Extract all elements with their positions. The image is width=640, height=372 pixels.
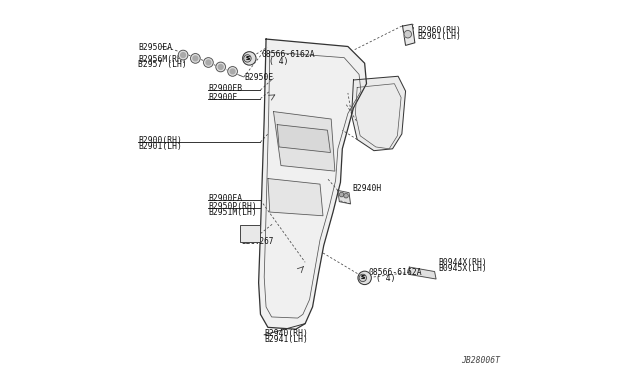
Text: B2900(RH): B2900(RH)	[138, 136, 182, 145]
Text: B2956M(RH): B2956M(RH)	[138, 55, 188, 64]
Text: S: S	[360, 275, 365, 280]
Text: B2950P(RH): B2950P(RH)	[209, 202, 257, 211]
Text: ( 4): ( 4)	[269, 57, 289, 65]
Circle shape	[339, 192, 344, 197]
Text: B2900FA: B2900FA	[209, 194, 243, 203]
Polygon shape	[351, 76, 406, 151]
Circle shape	[206, 60, 211, 65]
Circle shape	[244, 55, 251, 62]
Text: B2961(LH): B2961(LH)	[417, 32, 461, 41]
Circle shape	[204, 58, 213, 67]
Polygon shape	[273, 112, 335, 171]
Circle shape	[243, 52, 256, 65]
Text: B2941(LH): B2941(LH)	[264, 335, 308, 344]
Polygon shape	[268, 179, 323, 216]
Text: B2900FB: B2900FB	[209, 84, 243, 93]
Circle shape	[344, 193, 348, 198]
Text: JB28006T: JB28006T	[461, 356, 500, 365]
Text: B2940H: B2940H	[353, 185, 382, 193]
Bar	[240, 225, 260, 242]
Text: S: S	[246, 56, 250, 61]
Polygon shape	[259, 39, 367, 329]
Text: SEC.267: SEC.267	[241, 237, 274, 246]
Text: B2950EA: B2950EA	[138, 44, 173, 52]
Circle shape	[228, 67, 237, 76]
Circle shape	[179, 50, 188, 60]
Circle shape	[180, 52, 186, 57]
Circle shape	[193, 56, 198, 61]
Text: 08566-6162A: 08566-6162A	[369, 268, 422, 277]
Text: B2900F: B2900F	[209, 93, 237, 102]
Circle shape	[404, 31, 412, 38]
Circle shape	[359, 274, 367, 282]
Circle shape	[358, 271, 371, 285]
Text: S: S	[361, 275, 365, 280]
Polygon shape	[338, 190, 351, 204]
Text: B2901(LH): B2901(LH)	[138, 142, 182, 151]
Polygon shape	[277, 125, 330, 153]
Circle shape	[191, 54, 200, 63]
Polygon shape	[403, 24, 415, 45]
Circle shape	[218, 65, 223, 69]
Text: B2950E: B2950E	[245, 73, 274, 81]
Text: B2960(RH): B2960(RH)	[417, 26, 461, 35]
Text: B2957 (LH): B2957 (LH)	[138, 60, 188, 69]
Text: S: S	[245, 56, 250, 61]
Text: 08566-6162A: 08566-6162A	[262, 50, 316, 59]
Text: B2940(RH): B2940(RH)	[264, 329, 308, 338]
Polygon shape	[410, 267, 436, 279]
Text: B2951M(LH): B2951M(LH)	[209, 208, 257, 217]
Circle shape	[216, 62, 225, 72]
Text: B0944X(RH): B0944X(RH)	[438, 258, 487, 267]
Text: ( 4): ( 4)	[376, 275, 396, 283]
Circle shape	[230, 69, 235, 74]
Text: B0945X(LH): B0945X(LH)	[438, 264, 487, 273]
